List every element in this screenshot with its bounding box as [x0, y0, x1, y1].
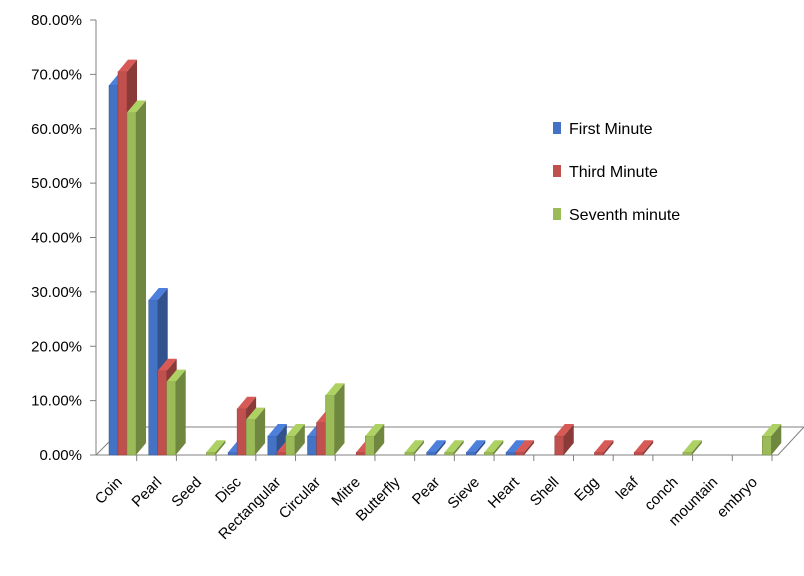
y-axis-ticks: 0.00% 10.00% 20.00% 30.00% 40.00% 50.00% 60.00…: [31, 12, 96, 464]
x-tick-label: Shell: [527, 474, 563, 510]
x-tick-label: Coin: [92, 474, 126, 508]
bar-seventh-minute: [245, 407, 266, 456]
bar-first-minute: [466, 440, 486, 456]
x-tick-label: Mitre: [328, 474, 364, 510]
bar-seventh-minute: [444, 440, 464, 456]
bar-third-minute: [594, 440, 614, 456]
legend-item: First Minute: [553, 121, 653, 138]
bar-seventh-minute: [762, 423, 782, 456]
bar-seventh-minute: [126, 100, 146, 456]
bar-seventh-minute: [166, 369, 186, 456]
x-tick-label: Heart: [485, 473, 524, 512]
legend-label: First Minute: [569, 121, 653, 138]
x-tick-label: Seed: [168, 474, 205, 511]
bar-first-minute: [267, 423, 287, 456]
x-tick-label: Pear: [409, 474, 443, 508]
bar-seventh-minute: [682, 440, 702, 456]
bar-seventh-minute: [364, 423, 385, 456]
y-tick-label: 60.00%: [31, 121, 82, 138]
x-tick-label: Sieve: [444, 474, 483, 513]
x-tick-label: embryo: [714, 474, 761, 521]
y-tick-label: 20.00%: [31, 338, 82, 355]
x-tick-label: Butterfly: [353, 473, 404, 524]
bar-third-minute: [633, 440, 654, 456]
legend: First Minute Third Minute Seventh minute: [553, 121, 680, 224]
chart-bars: [108, 59, 782, 456]
y-tick-label: 0.00%: [39, 447, 82, 464]
y-tick-label: 10.00%: [31, 393, 82, 410]
legend-swatch: [553, 208, 561, 220]
y-tick-label: 40.00%: [31, 230, 82, 247]
x-tick-label: Disc: [212, 473, 245, 506]
bar-seventh-minute: [325, 383, 345, 456]
chart-axes: [94, 20, 804, 461]
bar-seventh-minute: [206, 440, 226, 456]
x-tick-label: Pearl: [129, 474, 166, 511]
legend-swatch: [553, 165, 561, 177]
bar-seventh-minute: [404, 440, 424, 456]
legend-label: Third Minute: [569, 164, 658, 181]
x-tick-label: leaf: [613, 473, 643, 503]
bar-first-minute: [426, 440, 446, 456]
y-tick-label: 70.00%: [31, 66, 82, 83]
y-tick-label: 30.00%: [31, 284, 82, 301]
y-tick-label: 80.00%: [31, 12, 82, 29]
x-tick-label: Egg: [571, 474, 602, 505]
legend-item: Seventh minute: [553, 207, 680, 224]
y-tick-label: 50.00%: [31, 175, 82, 192]
bar-third-minute: [554, 423, 574, 456]
legend-item: Third Minute: [553, 164, 658, 181]
bar-third-minute: [514, 440, 535, 456]
legend-swatch: [553, 122, 561, 134]
bar-seventh-minute: [285, 423, 305, 456]
x-tick-label: Circular: [276, 474, 325, 523]
legend-label: Seventh minute: [569, 207, 680, 224]
bar-seventh-minute: [484, 440, 504, 456]
